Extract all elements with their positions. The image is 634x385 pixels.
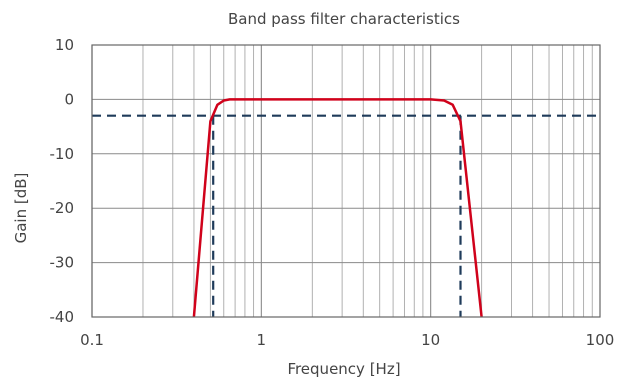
x-axis-label: Frequency [Hz] (287, 360, 400, 378)
y-tick-label: -40 (50, 308, 75, 326)
x-tick-label: 100 (586, 331, 615, 349)
y-axis-label: Gain [dB] (12, 173, 30, 244)
y-tick-label: -30 (50, 254, 75, 272)
y-tick-label: 0 (64, 90, 74, 108)
plot-frame (91, 44, 601, 318)
x-tick-label: 10 (421, 331, 440, 349)
y-tick-label: 10 (55, 36, 74, 54)
filter-response-line (192, 98, 483, 318)
chart-title: Band pass filter characteristics (228, 10, 460, 28)
series-layer (92, 98, 600, 318)
y-tick-label: -20 (50, 199, 75, 217)
x-tick-label: 1 (257, 331, 267, 349)
y-tick-label: -10 (50, 145, 75, 163)
grid (91, 44, 600, 318)
x-tick-label: 0.1 (80, 331, 104, 349)
